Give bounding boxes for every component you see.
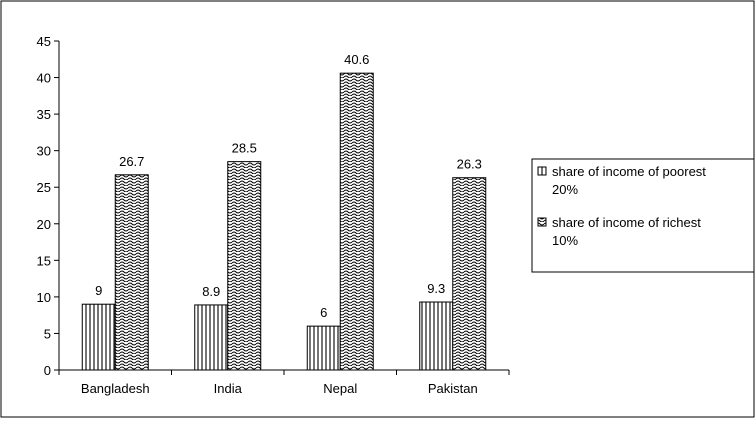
legend-swatch xyxy=(537,166,547,176)
y-tick-label: 40 xyxy=(37,71,51,86)
x-tick-label: Nepal xyxy=(323,381,357,396)
data-label: 26.7 xyxy=(119,154,144,169)
y-tick-label: 20 xyxy=(37,217,51,232)
legend-swatch xyxy=(537,217,547,227)
bar-poorest-20 xyxy=(306,325,341,371)
legend-label: share of income of richest xyxy=(552,215,701,230)
y-tick-label: 0 xyxy=(44,363,51,378)
legend-label: share of income of poorest xyxy=(552,164,706,179)
y-tick-label: 15 xyxy=(37,253,51,268)
legend-box xyxy=(531,158,755,273)
data-label: 6 xyxy=(320,305,327,320)
bar-poorest-20 xyxy=(194,304,229,371)
bar-richest-10 xyxy=(339,72,374,371)
y-tick-label: 30 xyxy=(37,144,51,159)
y-tick-label: 25 xyxy=(37,180,51,195)
legend-label: 20% xyxy=(552,182,578,197)
bar-poorest-20 xyxy=(81,303,116,371)
x-tick-label: India xyxy=(214,381,243,396)
legend-label: 10% xyxy=(552,233,578,248)
y-tick-label: 45 xyxy=(37,34,51,49)
data-label: 26.3 xyxy=(457,157,482,172)
bar-richest-10 xyxy=(452,177,487,371)
data-label: 40.6 xyxy=(344,52,369,67)
y-tick-label: 10 xyxy=(37,290,51,305)
data-label: 28.5 xyxy=(232,141,257,156)
bar-poorest-20 xyxy=(419,301,454,371)
data-label: 9.3 xyxy=(427,281,445,296)
data-label: 9 xyxy=(95,283,102,298)
x-tick-label: Bangladesh xyxy=(81,381,150,396)
x-tick-label: Pakistan xyxy=(428,381,478,396)
bar-richest-10 xyxy=(114,174,149,371)
y-tick-label: 5 xyxy=(44,326,51,341)
bar-richest-10 xyxy=(227,161,262,371)
y-tick-label: 35 xyxy=(37,107,51,122)
data-label: 8.9 xyxy=(202,284,220,299)
